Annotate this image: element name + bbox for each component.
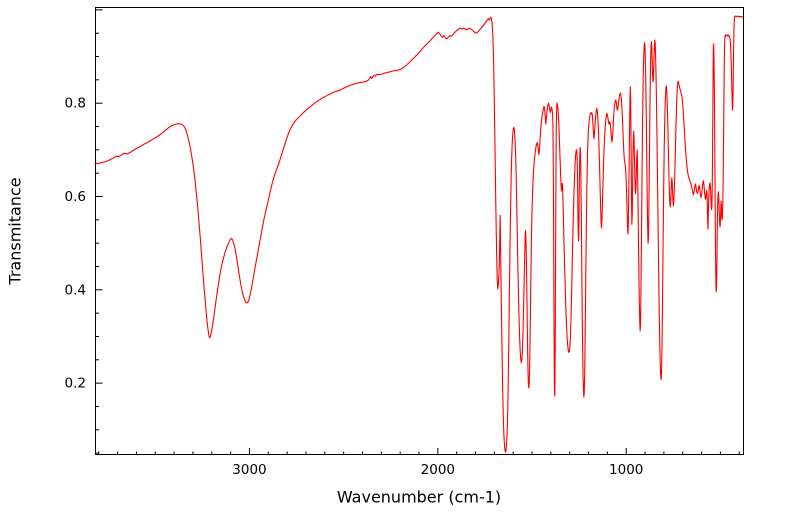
y-tick-label: 0.4 <box>65 282 86 298</box>
y-tick-label: 0.2 <box>65 376 86 392</box>
x-tick-label: 1000 <box>609 462 643 478</box>
plot-spines <box>95 7 744 455</box>
x-axis-label: Wavenumber (cm-1) <box>336 487 502 507</box>
x-tick-labels: 3000 2000 1000 <box>232 462 643 478</box>
y-tick-label: 0.6 <box>65 189 86 205</box>
y-tick-label: 0.8 <box>65 96 86 112</box>
x-tick-label: 3000 <box>232 462 266 478</box>
x-axis-ticks <box>98 448 740 455</box>
y-axis-ticks <box>95 9 103 454</box>
x-tick-label: 2000 <box>421 462 455 478</box>
y-tick-labels: 0.2 0.4 0.6 0.8 <box>65 96 86 392</box>
spectrum-line <box>94 15 744 453</box>
y-axis-label: Transmitance <box>5 177 25 285</box>
